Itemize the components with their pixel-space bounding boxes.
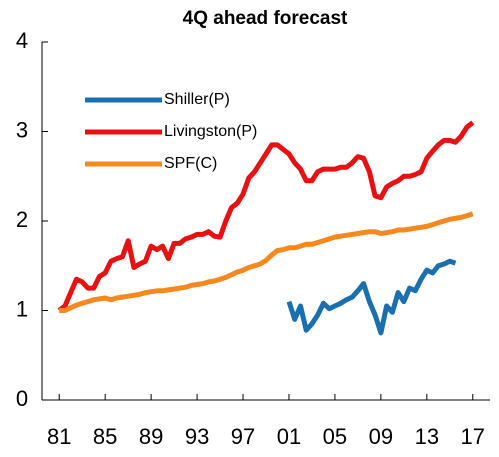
- legend-label: Livingston(P): [164, 123, 257, 140]
- series-line: [59, 211, 474, 313]
- legend-label: Shiller(P): [164, 91, 230, 108]
- y-tick-label: 1: [16, 296, 28, 321]
- y-tick-label: 2: [16, 207, 28, 232]
- y-tick-label: 3: [16, 117, 28, 142]
- x-tick-label: 05: [323, 424, 347, 449]
- legend-label: SPF(C): [164, 155, 217, 172]
- series-line: [286, 258, 457, 336]
- chart-title: 4Q ahead forecast: [183, 8, 348, 29]
- x-tick-label: 85: [93, 424, 117, 449]
- x-tick-label: 81: [47, 424, 71, 449]
- series-line: [57, 120, 475, 313]
- y-tick-label: 4: [16, 28, 28, 53]
- x-tick-label: 01: [277, 424, 301, 449]
- x-tick-label: 09: [369, 424, 393, 449]
- x-tick-label: 13: [415, 424, 439, 449]
- y-tick-label: 0: [16, 386, 28, 411]
- x-tick-label: 89: [139, 424, 163, 449]
- x-tick-label: 93: [185, 424, 209, 449]
- x-tick-label: 17: [461, 424, 485, 449]
- x-tick-label: 97: [231, 424, 255, 449]
